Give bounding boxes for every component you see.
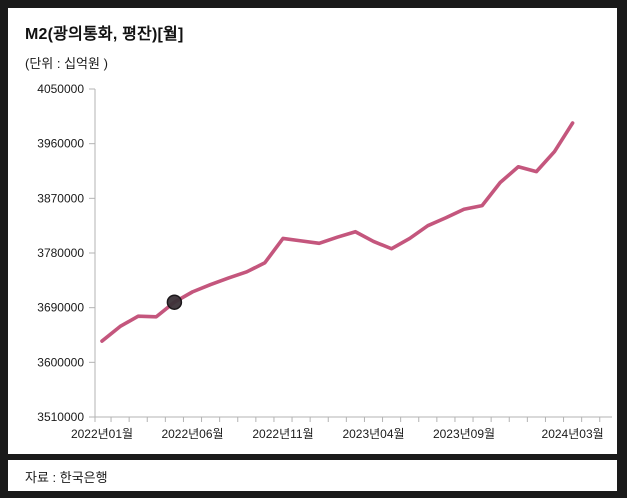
y-tick-label: 4050000 [37,82,84,96]
x-tick-label: 2024년03월 [542,427,604,441]
y-tick-label: 3510000 [37,410,84,424]
y-tick-label: 3690000 [37,301,84,315]
line-chart[interactable]: 3510000 3600000 3690000 3780000 3870000 39600… [8,8,617,454]
source-label: 자료 : 한국은행 [25,470,108,485]
y-tick-label: 3870000 [37,191,84,205]
x-tick-label: 2022년06월 [161,427,223,441]
y-tick-label: 3780000 [37,246,84,260]
y-tick-label: 3960000 [37,137,84,151]
chart-title: M2(광의통화, 평잔)[월] [25,26,184,43]
footer-panel: 자료 : 한국은행 [8,460,617,491]
x-tick-label: 2023년09월 [433,427,495,441]
highlight-marker[interactable] [166,294,183,310]
x-tick-label: 2023년04월 [342,427,404,441]
y-tick-label: 3600000 [37,355,84,369]
x-tick-label: 2022년01월 [71,427,133,441]
unit-label: (단위 : 십억원 ) [25,56,108,71]
x-tick-label: 2022년11월 [252,427,313,441]
chart-panel: M2(광의통화, 평잔)[월] (단위 : 십억원 ) 3510000 36000… [8,8,617,454]
